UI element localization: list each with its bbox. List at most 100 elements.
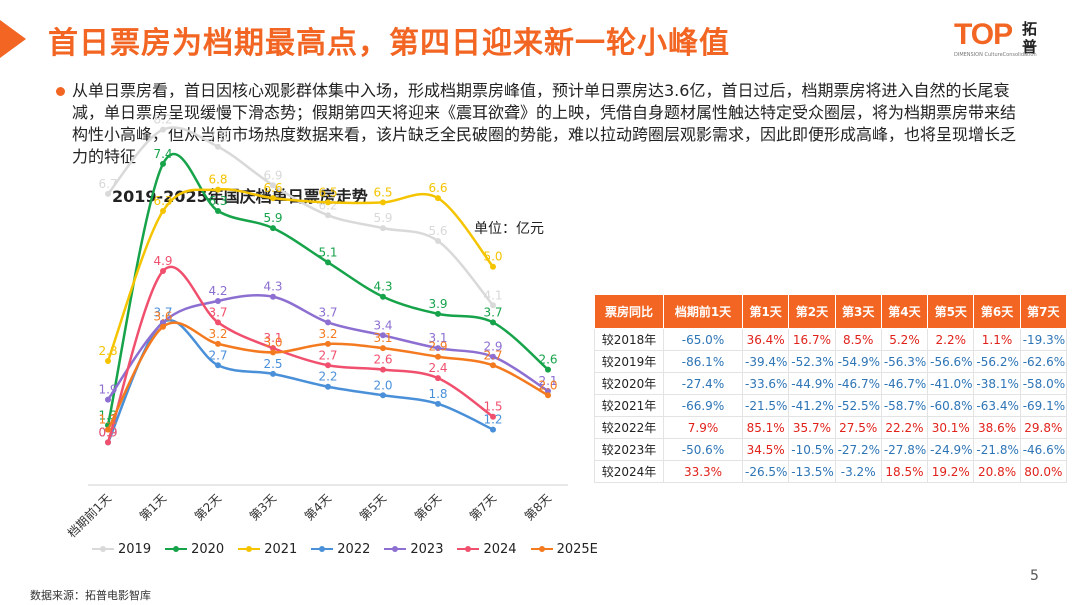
table-cell: 36.4%	[741, 328, 790, 351]
table-cell: 19.2%	[927, 460, 975, 483]
legend-label: 2020	[191, 541, 225, 557]
table-cell: -52.3%	[788, 350, 836, 373]
summary-paragraph: 从单日票房看，首日因核心观影群体集中入场，形成档期票房峰值，预计单日票房达3.6…	[72, 81, 1017, 166]
table-cell: 1.1%	[973, 328, 1021, 351]
data-label-2023: 3.4	[373, 318, 392, 332]
data-point-2021	[435, 195, 441, 202]
data-source-note: 数据来源：拓普电影智库	[30, 589, 151, 602]
table-cell: -3.2%	[834, 460, 882, 483]
table-cell: -69.1%	[1019, 394, 1068, 417]
x-tick-label: 第6天	[412, 491, 444, 523]
data-label-2021: 6.3	[153, 194, 172, 208]
data-label-2024: 3.7	[208, 305, 227, 319]
data-point-2021	[270, 195, 276, 202]
table-cell: -27.2%	[834, 438, 882, 461]
data-label-2024: 2.7	[318, 348, 337, 362]
page-number: 5	[1030, 568, 1039, 584]
table-header-cell: 票房同比	[594, 294, 664, 329]
table-header-cell: 档期前1天	[663, 294, 743, 329]
table-cell: 2.2%	[927, 328, 975, 351]
legend-swatch	[311, 546, 334, 552]
data-label-2019: 8.2	[153, 113, 172, 127]
data-label-2025E: 3.2	[318, 327, 337, 341]
data-point-2024	[325, 362, 331, 369]
data-label-2021: 2.8	[98, 344, 117, 358]
data-point-2019	[105, 190, 111, 197]
table-row-label: 较2020年	[594, 372, 664, 395]
legend-swatch-dot	[100, 546, 106, 552]
data-label-2022: 2.0	[373, 378, 392, 392]
table-row: 较2022年 7.9% 85.1% 35.7% 27.5% 22.2% 30.1% 38.6%…	[594, 416, 1068, 439]
table-cell: -41.2%	[788, 394, 836, 417]
table-cell: 34.5%	[741, 438, 790, 461]
data-point-2023	[435, 345, 441, 352]
data-point-2023	[490, 353, 496, 360]
table-row: 较2018年 -65.0% 36.4% 16.7% 8.5% 5.2% 2.2% 1.1% -1…	[594, 328, 1068, 351]
data-label-2022: 2.5	[263, 357, 282, 371]
table-cell: -50.6%	[663, 438, 743, 461]
table-cell: 30.1%	[927, 416, 975, 439]
data-label-2021: 6.8	[208, 173, 227, 187]
table-header-cell: 第1天	[741, 294, 790, 329]
x-tick-label: 第4天	[302, 491, 334, 523]
x-tick-label: 第1天	[137, 491, 169, 523]
data-label-2022: 2.7	[208, 348, 227, 362]
data-point-2019	[490, 302, 496, 309]
table-cell: -24.9%	[927, 438, 975, 461]
data-label-2024: 3.1	[263, 331, 282, 345]
legend-label: 2021	[264, 541, 298, 557]
table-cell: 29.8%	[1019, 416, 1068, 439]
table-row: 较2021年 -66.9% -21.5% -41.2% -52.5% -58.7% -60.…	[594, 394, 1068, 417]
bullet-dot-icon	[56, 87, 65, 96]
table-cell: -56.6%	[927, 350, 975, 373]
series-line-2020	[106, 152, 549, 426]
data-point-2023	[270, 293, 276, 300]
table-cell: -46.7%	[880, 372, 929, 395]
table-cell: -13.5%	[788, 460, 836, 483]
table-cell: 33.3%	[663, 460, 743, 483]
data-point-2025E	[380, 345, 386, 352]
legend-item-2020: 2020	[165, 540, 224, 558]
legend-swatch	[530, 546, 553, 552]
data-label-2025E: 2.0	[538, 378, 557, 392]
table-row: 较2023年 -50.6% 34.5% -10.5% -27.2% -27.8% -24.9…	[594, 438, 1068, 461]
data-label-2024: 1.5	[483, 400, 502, 414]
data-label-2020: 3.9	[428, 297, 447, 311]
data-point-2021	[160, 208, 166, 214]
data-point-2022	[380, 392, 386, 399]
legend-label: 2024	[483, 541, 517, 557]
brand-logo: TOP 拓普 DIMENSION CultureConsolidation	[954, 18, 1044, 62]
x-tick-label: 第8天	[522, 491, 554, 523]
legend-swatch-dot	[392, 546, 399, 552]
data-point-2020	[545, 366, 551, 373]
data-point-2025E	[270, 349, 276, 356]
data-point-2020	[435, 310, 441, 317]
data-label-2022: 3.7	[153, 305, 172, 319]
table-cell: -58.0%	[1019, 372, 1068, 395]
legend-item-2022: 2022	[311, 540, 370, 558]
data-label-2023: 3.7	[318, 305, 337, 319]
data-point-2019	[380, 225, 386, 232]
x-tick-label: 档期前1天	[64, 491, 114, 541]
legend-swatch-dot	[465, 546, 472, 552]
x-tick-label: 第3天	[247, 491, 279, 523]
legend-swatch	[92, 546, 114, 552]
table-cell: -62.6%	[1019, 350, 1068, 373]
table-header-cell: 第6天	[973, 294, 1021, 329]
table-row-label: 较2021年	[594, 394, 664, 417]
data-label-2023: 4.3	[263, 280, 282, 294]
data-point-2024	[105, 439, 111, 446]
data-label-2021: 6.6	[428, 181, 447, 195]
legend-swatch	[165, 546, 188, 552]
data-point-2024	[380, 366, 386, 373]
data-label-2025E: 3.2	[208, 327, 227, 341]
data-point-2021	[105, 358, 111, 364]
data-point-2025E	[105, 426, 111, 433]
table-cell: -60.8%	[927, 394, 975, 417]
table-cell: 80.0%	[1019, 460, 1068, 483]
data-point-2020	[270, 225, 276, 232]
table-cell: -63.4%	[973, 394, 1021, 417]
data-point-2020	[490, 319, 496, 326]
table-row-label: 较2024年	[594, 460, 664, 483]
data-label-2023: 4.2	[208, 284, 227, 298]
